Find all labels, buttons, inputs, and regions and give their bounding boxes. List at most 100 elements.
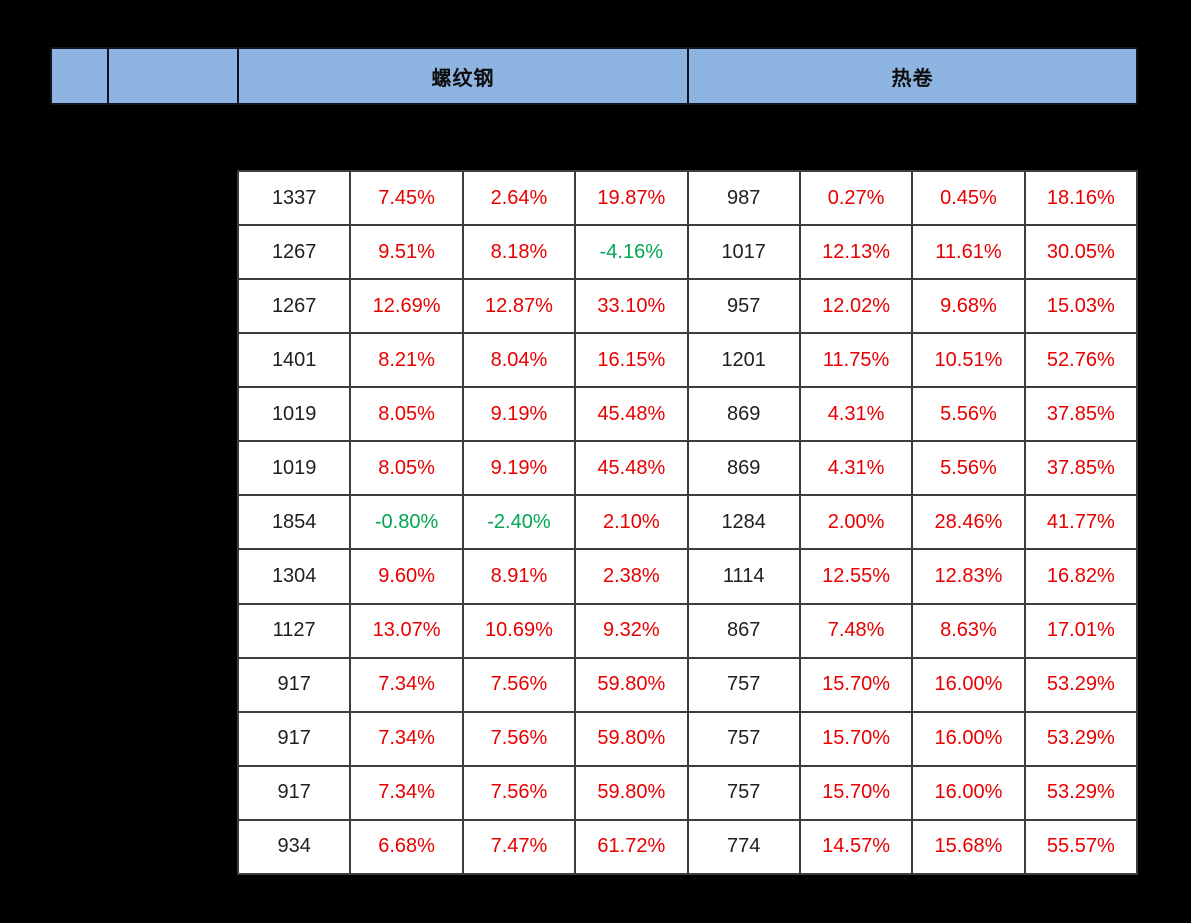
percent-cell: 7.47%	[461, 818, 577, 876]
price-cell: 757	[686, 764, 801, 821]
percent-cell: 53.29%	[1023, 710, 1139, 767]
percent-cell: 7.48%	[798, 602, 914, 659]
percent-cell: 10.51%	[911, 332, 1026, 389]
price-cell: 1019	[236, 440, 352, 497]
percent-cell: 53.29%	[1023, 764, 1139, 821]
percent-cell: 4.31%	[798, 440, 914, 497]
header-group-hot-coil: 热卷	[687, 49, 1136, 103]
table-row: 917 7.34% 7.56% 59.80% 757 15.70% 16.00% 53.29%	[236, 764, 1139, 821]
percent-cell: 12.69%	[349, 278, 464, 335]
percent-cell: 45.48%	[574, 440, 689, 497]
percent-cell: 9.51%	[349, 224, 464, 281]
price-cell: 934	[236, 818, 352, 876]
percent-cell: 37.85%	[1023, 386, 1139, 443]
percent-cell: 2.64%	[461, 169, 577, 227]
price-cell: 867	[686, 602, 801, 659]
percent-cell: 33.10%	[574, 278, 689, 335]
percent-cell: 12.55%	[798, 548, 914, 605]
percent-cell: 9.68%	[911, 278, 1026, 335]
percent-cell: 7.34%	[349, 764, 464, 821]
percent-cell: 2.38%	[574, 548, 689, 605]
percent-cell: 19.87%	[574, 169, 689, 227]
header-corner-cell-2	[107, 49, 237, 103]
table-row: 1337 7.45% 2.64% 19.87% 987 0.27% 0.45% 18.16%	[236, 169, 1139, 227]
percent-cell: 15.03%	[1023, 278, 1139, 335]
table-header-band: 螺纹钢 热卷	[50, 47, 1138, 105]
price-cell: 1401	[236, 332, 352, 389]
price-cell: 1267	[236, 278, 352, 335]
percent-cell: 16.00%	[911, 710, 1026, 767]
percent-cell: 9.32%	[574, 602, 689, 659]
percent-cell: 18.16%	[1023, 169, 1139, 227]
percent-cell: 14.57%	[798, 818, 914, 876]
percent-cell: 8.63%	[911, 602, 1026, 659]
percent-cell: 0.27%	[798, 169, 914, 227]
price-cell: 1201	[686, 332, 801, 389]
price-cell: 869	[686, 386, 801, 443]
percent-cell: 52.76%	[1023, 332, 1139, 389]
table-row: 917 7.34% 7.56% 59.80% 757 15.70% 16.00% 53.29%	[236, 710, 1139, 767]
percent-cell: 5.56%	[911, 440, 1026, 497]
percent-cell: 7.56%	[461, 764, 577, 821]
table-row: 1401 8.21% 8.04% 16.15% 1201 11.75% 10.51% 52.7…	[236, 332, 1139, 389]
price-cell: 1337	[236, 169, 352, 227]
percent-cell: 15.68%	[911, 818, 1026, 876]
percent-cell: 15.70%	[798, 710, 914, 767]
percent-cell: 4.31%	[798, 386, 914, 443]
table-row: 1854 -0.80% -2.40% 2.10% 1284 2.00% 28.46% 41.7…	[236, 494, 1139, 551]
percent-cell: 8.18%	[461, 224, 577, 281]
percent-cell: 5.56%	[911, 386, 1026, 443]
percent-cell: 11.75%	[798, 332, 914, 389]
table-row: 917 7.34% 7.56% 59.80% 757 15.70% 16.00% 53.29%	[236, 656, 1139, 713]
table-row: 934 6.68% 7.47% 61.72% 774 14.57% 15.68% 55.57%	[236, 818, 1139, 876]
percent-cell: 8.91%	[461, 548, 577, 605]
price-cell: 957	[686, 278, 801, 335]
percent-cell: -0.80%	[349, 494, 464, 551]
price-cell: 1854	[236, 494, 352, 551]
header-corner-cell-1	[52, 49, 107, 103]
percent-cell: 16.00%	[911, 764, 1026, 821]
percent-cell: 59.80%	[574, 710, 689, 767]
percent-cell: 7.56%	[461, 656, 577, 713]
percent-cell: 8.05%	[349, 386, 464, 443]
percent-cell: 8.05%	[349, 440, 464, 497]
price-cell: 987	[686, 169, 801, 227]
percent-cell: 61.72%	[574, 818, 689, 876]
percent-cell: 8.04%	[461, 332, 577, 389]
percent-cell: 12.13%	[798, 224, 914, 281]
price-cell: 1284	[686, 494, 801, 551]
percent-cell: 28.46%	[911, 494, 1026, 551]
percent-cell: 2.10%	[574, 494, 689, 551]
percent-cell: 7.34%	[349, 710, 464, 767]
table-row: 1304 9.60% 8.91% 2.38% 1114 12.55% 12.83% 16.82…	[236, 548, 1139, 605]
percent-cell: 59.80%	[574, 656, 689, 713]
header-group-rebar: 螺纹钢	[237, 49, 687, 103]
percent-cell: 12.83%	[911, 548, 1026, 605]
percent-cell: 16.00%	[911, 656, 1026, 713]
table-row: 1267 12.69% 12.87% 33.10% 957 12.02% 9.68% 15.0…	[236, 278, 1139, 335]
price-cell: 917	[236, 710, 352, 767]
price-cell: 774	[686, 818, 801, 876]
table-body: 1337 7.45% 2.64% 19.87% 987 0.27% 0.45% 18.16% 1…	[236, 169, 1139, 876]
percent-cell: 9.60%	[349, 548, 464, 605]
percent-cell: 7.45%	[349, 169, 464, 227]
percent-cell: 13.07%	[349, 602, 464, 659]
percent-cell: 45.48%	[574, 386, 689, 443]
percent-cell: -4.16%	[574, 224, 689, 281]
percent-cell: 0.45%	[911, 169, 1026, 227]
percent-cell: -2.40%	[461, 494, 577, 551]
percent-cell: 17.01%	[1023, 602, 1139, 659]
price-cell: 869	[686, 440, 801, 497]
percent-cell: 8.21%	[349, 332, 464, 389]
price-cell: 1304	[236, 548, 352, 605]
percent-cell: 59.80%	[574, 764, 689, 821]
percent-cell: 2.00%	[798, 494, 914, 551]
percent-cell: 16.15%	[574, 332, 689, 389]
price-cell: 757	[686, 710, 801, 767]
price-cell: 757	[686, 656, 801, 713]
percent-cell: 7.34%	[349, 656, 464, 713]
percent-cell: 53.29%	[1023, 656, 1139, 713]
table-row: 1019 8.05% 9.19% 45.48% 869 4.31% 5.56% 37.85%	[236, 386, 1139, 443]
price-cell: 1017	[686, 224, 801, 281]
